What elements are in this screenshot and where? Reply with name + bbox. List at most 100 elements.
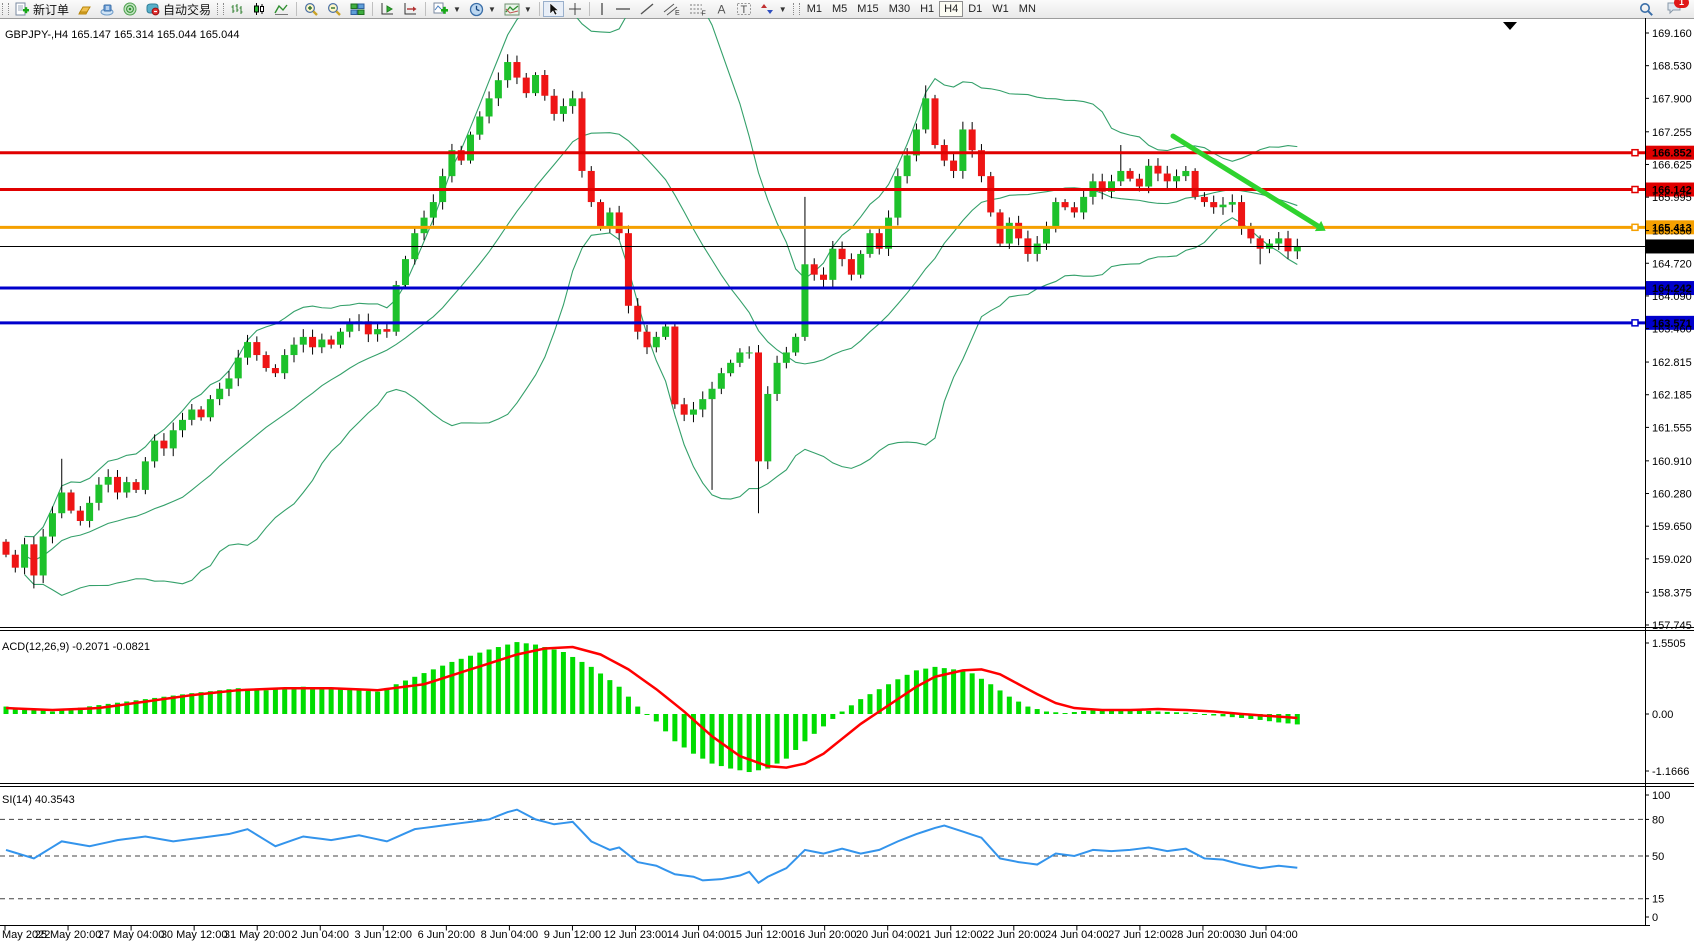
svg-text:30 May 12:00: 30 May 12:00 (161, 929, 228, 941)
text-button[interactable]: A (711, 1, 732, 17)
crosshair-button[interactable] (564, 1, 586, 17)
indicators-button[interactable]: ▼ (429, 1, 465, 17)
equidistant-channel-button[interactable]: E (659, 1, 685, 17)
svg-text:167.900: 167.900 (1652, 93, 1692, 105)
horizontal-line-button[interactable] (611, 1, 635, 17)
price-chart-canvas[interactable]: 166.852 166.142 165.413 165.044 164.242 163.5… (0, 18, 1694, 941)
svg-text:168.530: 168.530 (1652, 61, 1692, 73)
timeframe-button-w1[interactable]: W1 (987, 1, 1014, 17)
horizontal-line-icon (615, 8, 630, 10)
svg-text:E: E (675, 10, 680, 16)
svg-text:164.090: 164.090 (1652, 291, 1692, 303)
horizontal-lines-layer: 166.852 166.142 165.413 165.044 164.242 163.5… (0, 145, 1694, 330)
community-icon (100, 4, 114, 15)
bar-chart-icon (231, 4, 243, 14)
timeframe-button-mn[interactable]: MN (1014, 1, 1041, 17)
signals-icon (123, 2, 137, 16)
arrows-button[interactable]: ▼ (756, 1, 791, 17)
svg-text:100: 100 (1652, 790, 1670, 802)
svg-text:16 Jun 20:00: 16 Jun 20:00 (793, 929, 857, 941)
svg-text:50: 50 (1652, 851, 1664, 863)
signals-button[interactable] (119, 1, 141, 17)
horizontal-line-165.044[interactable]: 165.044 (0, 239, 1694, 254)
community-button[interactable] (96, 1, 119, 17)
new-order-icon (15, 2, 29, 16)
vertical-line-icon (601, 3, 603, 15)
toolbar-grip[interactable] (792, 3, 800, 15)
toolbar-grip[interactable] (217, 3, 225, 15)
svg-text:165.413: 165.413 (1652, 222, 1692, 234)
new-order-button[interactable]: 新订单 (11, 1, 73, 17)
toolbar-grip[interactable] (2, 3, 9, 15)
timeframe-button-m15[interactable]: M15 (852, 1, 883, 17)
rsi-label: SI(14) 40.3543 (2, 794, 75, 806)
zoom-in-button[interactable] (300, 1, 323, 17)
horizontal-line-163.571[interactable]: 163.571 (0, 315, 1694, 330)
chart-shift-icon (404, 3, 417, 15)
timeframe-button-m30[interactable]: M30 (884, 1, 915, 17)
macd-label: ACD(12,26,9) -0.2071 -0.0821 (2, 641, 150, 653)
timeframe-button-m1[interactable]: M1 (802, 1, 827, 17)
horizontal-line-166.142[interactable]: 166.142 (0, 182, 1694, 197)
bollinger-bands (24, 18, 1298, 596)
bar-chart-button[interactable] (226, 1, 248, 17)
timeframe-button-h4[interactable]: H4 (939, 1, 964, 17)
auto-trading-icon (146, 3, 160, 16)
auto-scroll-button[interactable] (376, 1, 399, 17)
svg-text:A: A (717, 3, 725, 17)
svg-text:167.255: 167.255 (1652, 127, 1692, 139)
price-axis: 169.160 168.530 167.900 167.255 166.625 165.9… (1645, 28, 1692, 632)
timeframe-group: M1 M5 M15 M30 H1 H4 D1 W1 MN (802, 1, 1041, 17)
zoom-out-icon (328, 2, 341, 16)
horizontal-line-164.242[interactable]: 164.242 (0, 281, 1694, 296)
auto-trading-label: 自动交易 (163, 2, 212, 17)
svg-text:12 Jun 23:00: 12 Jun 23:00 (604, 929, 668, 941)
search-button[interactable] (1635, 1, 1658, 17)
quotes-button[interactable] (73, 1, 96, 17)
horizontal-line-166.852[interactable]: 166.852 (0, 145, 1694, 160)
svg-text:161.555: 161.555 (1652, 422, 1692, 434)
scroll-to-end-marker[interactable] (1503, 22, 1517, 30)
periods-button[interactable]: ▼ (465, 1, 500, 17)
svg-text:157.745: 157.745 (1652, 620, 1692, 632)
svg-text:31 May 20:00: 31 May 20:00 (224, 929, 291, 941)
svg-text:F: F (701, 11, 705, 17)
chart-title: GBPJPY-,H4 165.147 165.314 165.044 165.0… (5, 29, 239, 41)
svg-text:21 Jun 12:00: 21 Jun 12:00 (919, 929, 983, 941)
zoom-out-button[interactable] (323, 1, 346, 17)
macd-pane: 1.5505 0.00 -1.1666 (3, 638, 1689, 778)
svg-text:164.242: 164.242 (1652, 283, 1692, 295)
text-label-button[interactable]: T (732, 1, 756, 17)
svg-text:27 May 04:00: 27 May 04:00 (98, 929, 165, 941)
trendline-button[interactable] (635, 1, 659, 17)
timeframe-button-h1[interactable]: H1 (915, 1, 939, 17)
indicators-icon (433, 2, 449, 14)
line-chart-button[interactable] (270, 1, 293, 17)
cursor-button[interactable] (542, 1, 564, 17)
trend-arrow[interactable] (1170, 133, 1326, 232)
svg-text:14 Jun 04:00: 14 Jun 04:00 (667, 929, 731, 941)
templates-button[interactable]: ▼ (500, 1, 536, 17)
chart-shift-button[interactable] (399, 1, 422, 17)
svg-text:15 Jun 12:00: 15 Jun 12:00 (730, 929, 794, 941)
svg-text:1.5505: 1.5505 (1652, 638, 1686, 650)
candlestick-chart-button[interactable] (248, 1, 270, 17)
svg-text:166.625: 166.625 (1652, 159, 1692, 171)
tile-windows-button[interactable] (346, 1, 369, 17)
svg-text:25 May 20:00: 25 May 20:00 (35, 929, 102, 941)
crosshair-icon (568, 3, 581, 15)
svg-text:0.00: 0.00 (1652, 709, 1673, 721)
notification-badge: 1 (1674, 0, 1689, 8)
timeframe-button-d1[interactable]: D1 (963, 1, 987, 17)
timeframe-button-m5[interactable]: M5 (827, 1, 852, 17)
notifications-button[interactable]: 1 (1666, 0, 1689, 18)
horizontal-line-165.413[interactable]: 165.413 (0, 220, 1694, 235)
chart-frame (0, 18, 1694, 926)
fibonacci-button[interactable]: F (685, 1, 711, 17)
auto-trading-button[interactable]: 自动交易 (141, 1, 215, 17)
templates-caret: ▼ (523, 4, 532, 14)
svg-text:158.375: 158.375 (1652, 587, 1692, 599)
svg-text:165.044: 165.044 (1652, 241, 1693, 253)
vertical-line-button[interactable] (593, 1, 611, 17)
